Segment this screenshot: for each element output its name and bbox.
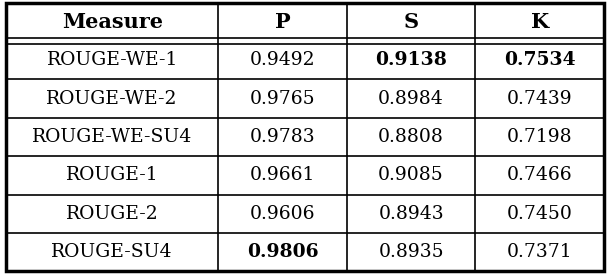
Text: 0.9492: 0.9492 xyxy=(249,51,315,69)
Text: 0.8808: 0.8808 xyxy=(378,128,444,146)
Bar xyxy=(6,41,218,79)
Bar xyxy=(475,156,604,195)
Bar xyxy=(218,156,347,195)
Bar xyxy=(218,195,347,233)
Bar xyxy=(475,41,604,79)
Text: ROUGE-1: ROUGE-1 xyxy=(66,166,159,184)
Text: 0.7450: 0.7450 xyxy=(507,205,573,223)
Text: K: K xyxy=(531,12,549,32)
Bar xyxy=(218,233,347,271)
Bar xyxy=(347,118,475,156)
Bar xyxy=(218,3,347,41)
Text: ROUGE-2: ROUGE-2 xyxy=(66,205,159,223)
Bar xyxy=(475,3,604,41)
Text: 0.9606: 0.9606 xyxy=(250,205,315,223)
Text: 0.9661: 0.9661 xyxy=(250,166,315,184)
Bar xyxy=(347,3,475,41)
Text: 0.8984: 0.8984 xyxy=(378,90,444,108)
Bar xyxy=(6,118,218,156)
Text: 0.8943: 0.8943 xyxy=(378,205,444,223)
Text: ROUGE-SU4: ROUGE-SU4 xyxy=(51,243,173,261)
Bar xyxy=(347,79,475,118)
Text: Measure: Measure xyxy=(62,12,163,32)
Text: 0.9806: 0.9806 xyxy=(247,243,318,261)
Bar xyxy=(475,233,604,271)
Bar xyxy=(347,156,475,195)
Bar xyxy=(218,118,347,156)
Bar xyxy=(475,79,604,118)
Bar xyxy=(6,156,218,195)
Bar xyxy=(6,3,218,41)
Bar xyxy=(475,195,604,233)
Text: ROUGE-WE-1: ROUGE-WE-1 xyxy=(46,51,178,69)
Bar xyxy=(347,233,475,271)
Text: 0.7534: 0.7534 xyxy=(504,51,575,69)
Text: ROUGE-WE-2: ROUGE-WE-2 xyxy=(46,90,178,108)
Text: 0.9765: 0.9765 xyxy=(249,90,315,108)
Bar xyxy=(475,118,604,156)
Text: S: S xyxy=(404,12,418,32)
Text: 0.7198: 0.7198 xyxy=(507,128,572,146)
Text: 0.7371: 0.7371 xyxy=(507,243,572,261)
Bar xyxy=(6,233,218,271)
Bar xyxy=(218,79,347,118)
Bar xyxy=(218,41,347,79)
Bar xyxy=(6,195,218,233)
Text: ROUGE-WE-SU4: ROUGE-WE-SU4 xyxy=(32,128,192,146)
Bar xyxy=(6,79,218,118)
Text: 0.9085: 0.9085 xyxy=(378,166,444,184)
Bar xyxy=(347,41,475,79)
Text: 0.9783: 0.9783 xyxy=(249,128,315,146)
Bar xyxy=(347,195,475,233)
Text: 0.9138: 0.9138 xyxy=(375,51,447,69)
Text: 0.7439: 0.7439 xyxy=(507,90,572,108)
Text: 0.8935: 0.8935 xyxy=(378,243,444,261)
Text: 0.7466: 0.7466 xyxy=(507,166,572,184)
Text: P: P xyxy=(274,12,290,32)
